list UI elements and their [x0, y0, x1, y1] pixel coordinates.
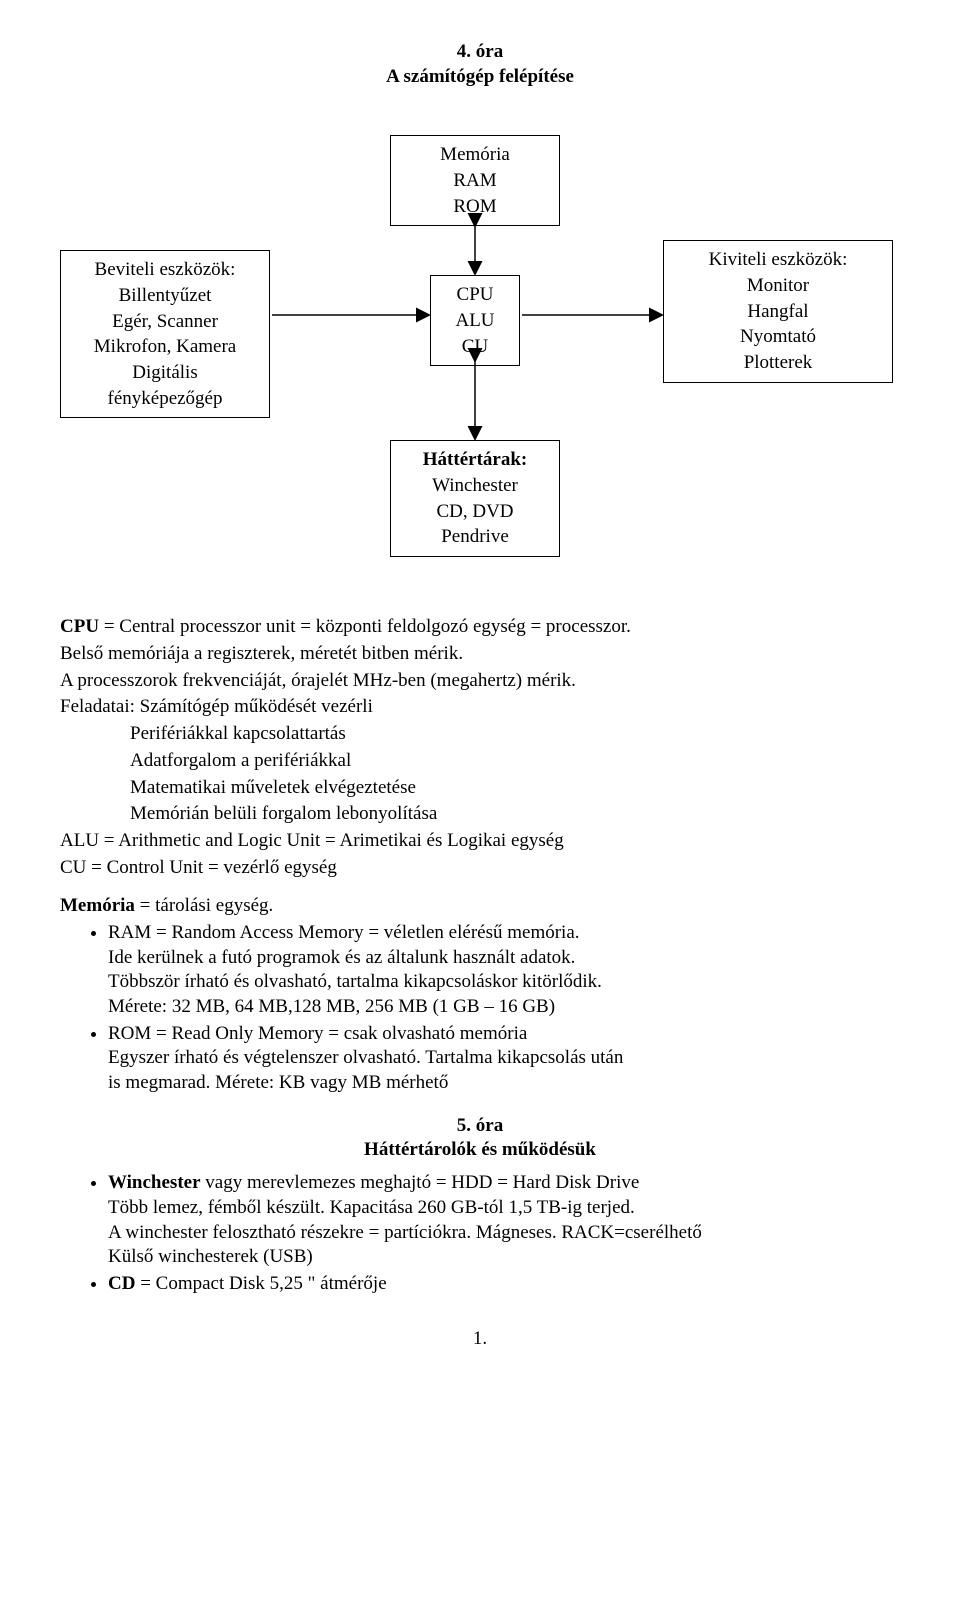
- box-input-l3: Egér, Scanner: [73, 309, 257, 335]
- box-input-l5: Digitális: [73, 360, 257, 386]
- cpu-t4: Memórián belüli forgalom lebonyolítása: [60, 802, 900, 827]
- box-memory-l1: Memória: [403, 142, 547, 168]
- architecture-diagram: Memória RAM ROM Beviteli eszközök: Bille…: [60, 95, 900, 595]
- box-output-l5: Plotterek: [676, 350, 880, 376]
- mem-b2c: is megmarad. Mérete: KB vagy MB mérhető: [108, 1072, 448, 1093]
- box-cpu-l2: ALU: [443, 308, 507, 334]
- mem-b2a: ROM = Read Only Memory = csak olvasható …: [108, 1023, 527, 1044]
- storage-cd-item: CD = Compact Disk 5,25 " átmérője: [108, 1272, 900, 1297]
- lesson4-line2: A számítógép felépítése: [60, 65, 900, 90]
- box-cpu-l3: CU: [443, 334, 507, 360]
- cpu-section: CPU = Central processzor unit = központi…: [60, 615, 900, 880]
- box-input-l2: Billentyűzet: [73, 283, 257, 309]
- mem-b1a: RAM = Random Access Memory = véletlen el…: [108, 922, 580, 943]
- box-memory: Memória RAM ROM: [390, 135, 560, 226]
- box-storage-l1: Háttértárak:: [403, 447, 547, 473]
- cpu-cu: CU = Control Unit = vezérlő egység: [60, 856, 900, 881]
- lesson5-heading: 5. óra Háttértárolók és működésük: [60, 1114, 900, 1163]
- mem-def: = tárolási egység.: [135, 895, 273, 916]
- box-storage-l3: CD, DVD: [403, 499, 547, 525]
- box-input-l4: Mikrofon, Kamera: [73, 334, 257, 360]
- cpu-p4: Feladatai: Számítógép működését vezérli: [60, 695, 900, 720]
- box-output: Kiviteli eszközök: Monitor Hangfal Nyomt…: [663, 240, 893, 382]
- mem-label: Memória: [60, 895, 135, 916]
- lesson4-heading: 4. óra A számítógép felépítése: [60, 40, 900, 89]
- cpu-def: = Central processzor unit = központi fel…: [99, 616, 631, 637]
- lesson5-line2: Háttértárolók és működésük: [60, 1138, 900, 1163]
- w4: Külső winchesterek (USB): [108, 1246, 313, 1267]
- cpu-t1: Perifériákkal kapcsolattartás: [60, 722, 900, 747]
- cpu-p3: A processzorok frekvenciáját, órajelét M…: [60, 669, 900, 694]
- box-input: Beviteli eszközök: Billentyűzet Egér, Sc…: [60, 250, 270, 418]
- lesson4-line1: 4. óra: [60, 40, 900, 65]
- mem-b1b: Ide kerülnek a futó programok és az álta…: [108, 947, 575, 968]
- box-output-l4: Nyomtató: [676, 324, 880, 350]
- cpu-label: CPU: [60, 616, 99, 637]
- memory-list: RAM = Random Access Memory = véletlen el…: [60, 921, 900, 1096]
- box-memory-l2: RAM: [403, 168, 547, 194]
- box-memory-l3: ROM: [403, 194, 547, 220]
- box-storage-l4: Pendrive: [403, 524, 547, 550]
- box-output-l2: Monitor: [676, 273, 880, 299]
- box-cpu: CPU ALU CU: [430, 275, 520, 366]
- w-rest: vagy merevlemezes meghajtó = HDD = Hard …: [201, 1172, 640, 1193]
- box-storage-l2: Winchester: [403, 473, 547, 499]
- box-output-l1: Kiviteli eszközök:: [676, 247, 880, 273]
- mem-ram-item: RAM = Random Access Memory = véletlen el…: [108, 921, 900, 1020]
- w-label: Winchester: [108, 1172, 201, 1193]
- w3: A winchester felosztható részekre = part…: [108, 1222, 702, 1243]
- cpu-t3: Matematikai műveletek elvégeztetése: [60, 776, 900, 801]
- cpu-t2: Adatforgalom a perifériákkal: [60, 749, 900, 774]
- mem-b1c: Többször írható és olvasható, tartalma k…: [108, 971, 602, 992]
- memory-section: Memória = tárolási egység. RAM = Random …: [60, 894, 900, 1096]
- box-output-l3: Hangfal: [676, 299, 880, 325]
- cd-label: CD: [108, 1273, 135, 1294]
- storage-list: Winchester vagy merevlemezes meghajtó = …: [60, 1171, 900, 1296]
- page-number: 1.: [60, 1327, 900, 1352]
- cd-rest: = Compact Disk 5,25 " átmérője: [135, 1273, 386, 1294]
- cpu-p2: Belső memóriája a regiszterek, méretét b…: [60, 642, 900, 667]
- box-cpu-l1: CPU: [443, 282, 507, 308]
- storage-winchester-item: Winchester vagy merevlemezes meghajtó = …: [108, 1171, 900, 1270]
- mem-rom-item: ROM = Read Only Memory = csak olvasható …: [108, 1022, 900, 1096]
- mem-b2b: Egyszer írható és végtelenszer olvasható…: [108, 1047, 623, 1068]
- w2: Több lemez, fémből készült. Kapacitása 2…: [108, 1197, 635, 1218]
- box-storage: Háttértárak: Winchester CD, DVD Pendrive: [390, 440, 560, 557]
- lesson5-line1: 5. óra: [60, 1114, 900, 1139]
- box-input-l6: fényképezőgép: [73, 386, 257, 412]
- box-input-l1: Beviteli eszközök:: [73, 257, 257, 283]
- cpu-alu: ALU = Arithmetic and Logic Unit = Arimet…: [60, 829, 900, 854]
- mem-b1d: Mérete: 32 MB, 64 MB,128 MB, 256 MB (1 G…: [108, 996, 555, 1017]
